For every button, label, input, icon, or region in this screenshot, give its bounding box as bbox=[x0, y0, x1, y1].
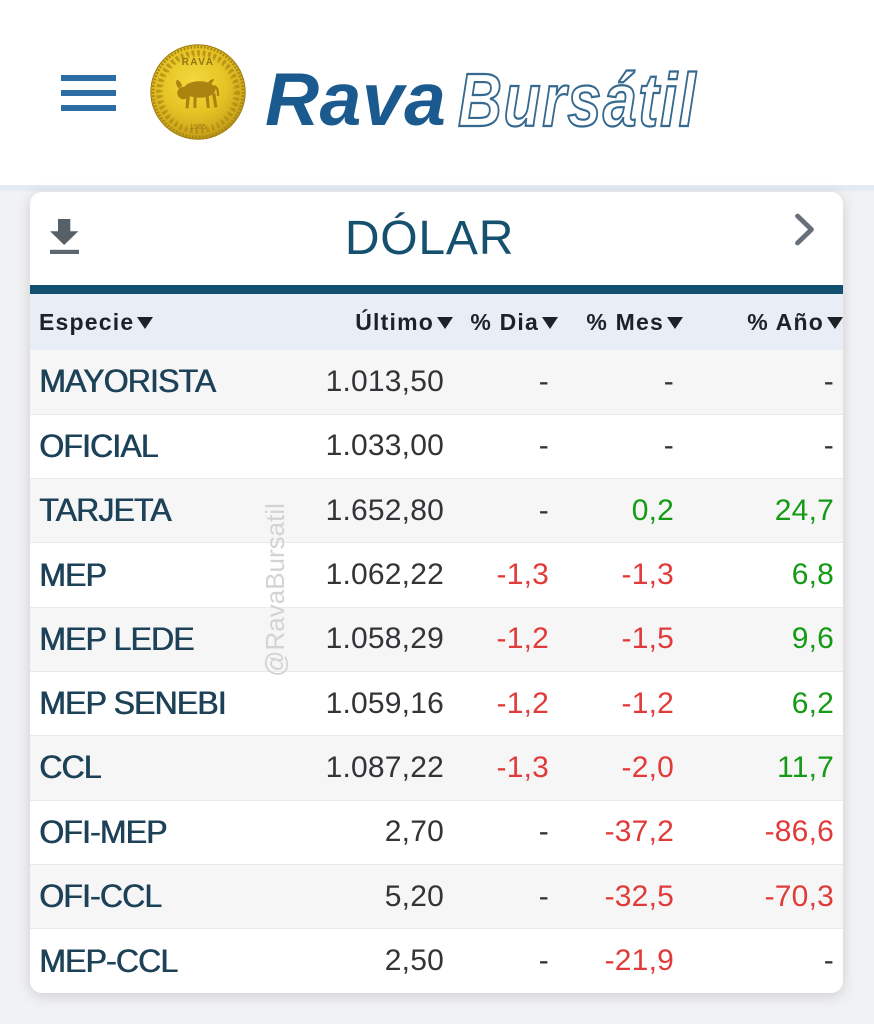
svg-text:RAVA: RAVA bbox=[182, 57, 215, 68]
svg-text:1985: 1985 bbox=[190, 122, 207, 131]
